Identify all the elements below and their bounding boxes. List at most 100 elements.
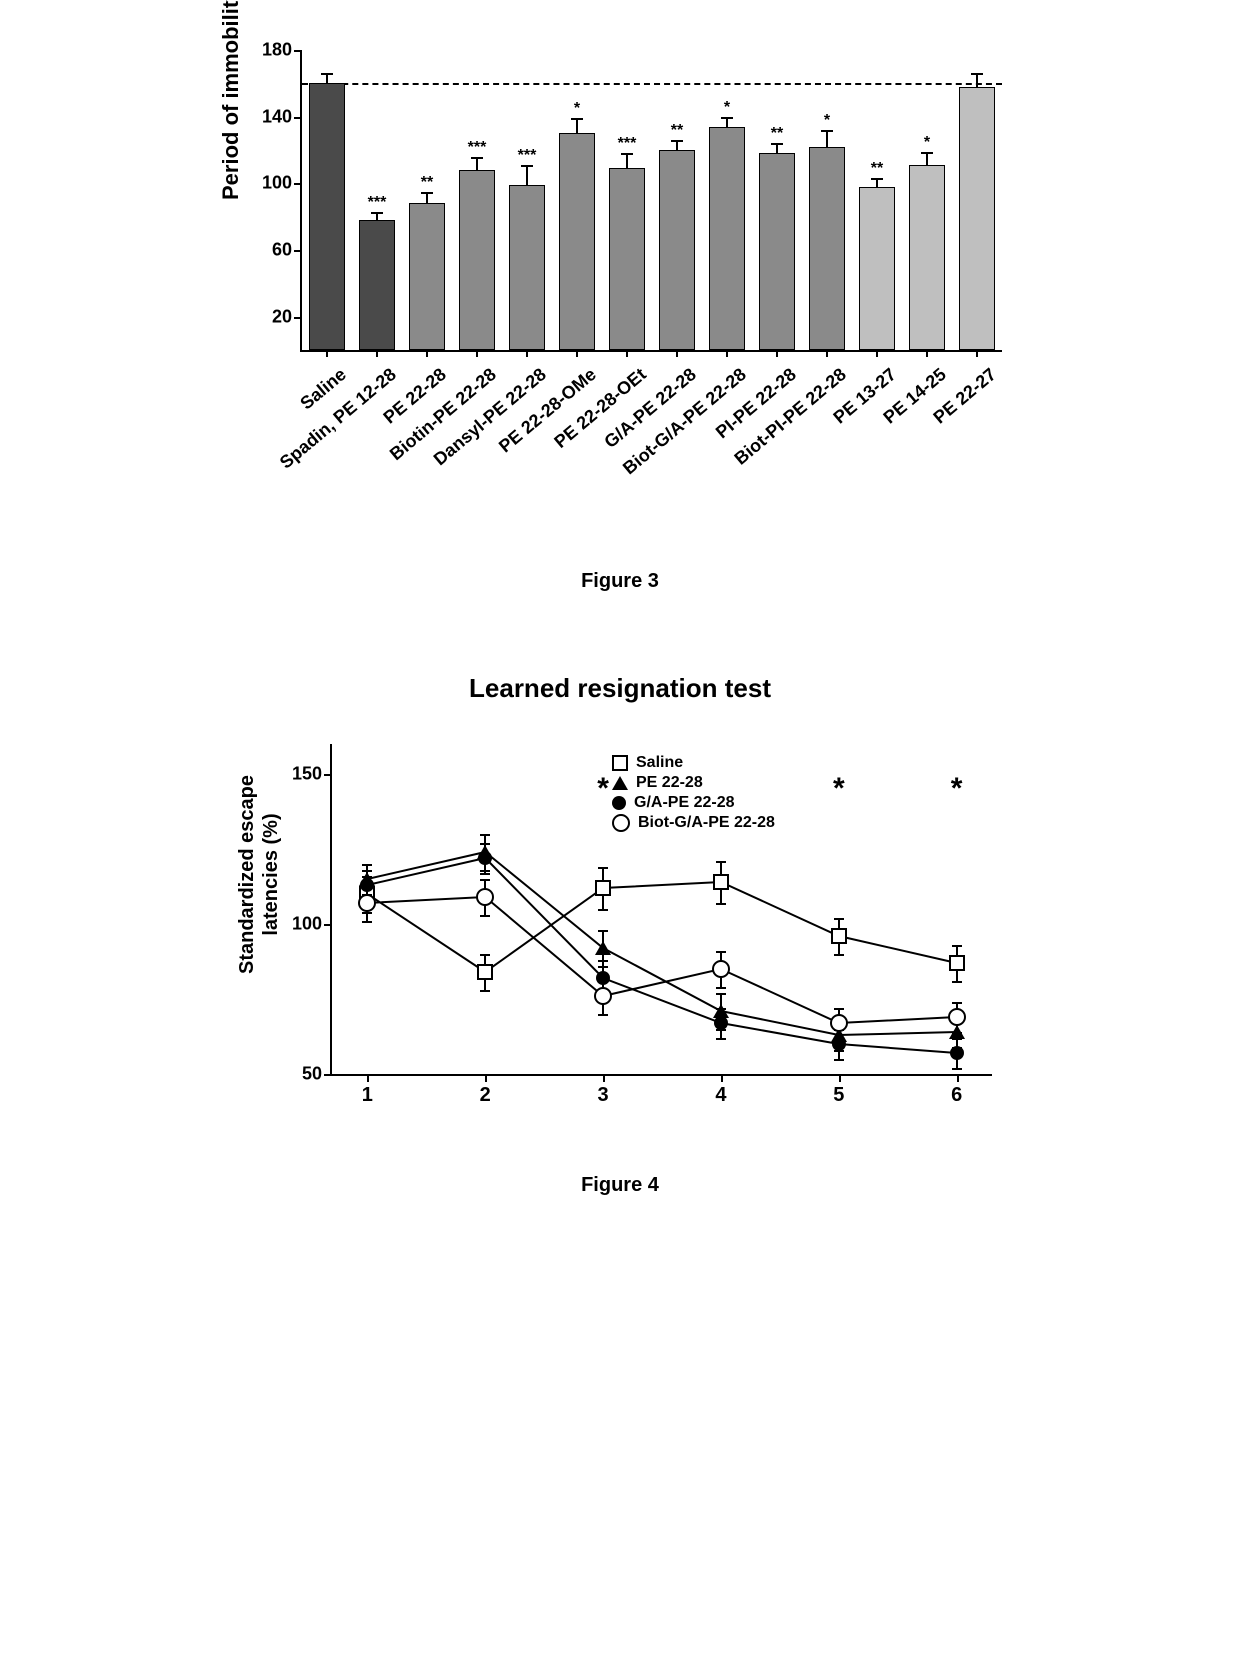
bar <box>559 133 595 350</box>
error-cap <box>421 192 433 194</box>
x-tick <box>376 350 378 357</box>
x-tick <box>721 1074 723 1082</box>
data-marker <box>713 874 729 890</box>
x-tick <box>926 350 928 357</box>
error-cap <box>480 843 490 845</box>
bar <box>409 203 445 350</box>
y-tick <box>324 774 332 776</box>
x-tick-label: 4 <box>715 1084 726 1107</box>
error-cap <box>362 864 372 866</box>
significance-label: *** <box>518 147 537 165</box>
data-marker <box>477 964 493 980</box>
error-cap <box>871 178 883 180</box>
data-marker <box>948 1008 966 1026</box>
data-marker <box>358 894 376 912</box>
significance-label: *** <box>468 139 487 157</box>
y-tick-label: 60 <box>272 240 292 261</box>
data-marker <box>831 928 847 944</box>
legend-marker <box>612 776 628 790</box>
error-cap <box>621 153 633 155</box>
bar <box>809 147 845 350</box>
error-cap <box>480 990 490 992</box>
y-tick <box>294 250 302 252</box>
y-axis-label: Period of immobility (s) <box>218 0 244 200</box>
error-stem <box>826 130 828 147</box>
error-cap <box>521 165 533 167</box>
error-stem <box>626 153 628 168</box>
x-tick <box>676 350 678 357</box>
error-cap <box>834 1038 844 1040</box>
significance-label: ** <box>671 122 683 140</box>
bar <box>959 87 995 350</box>
error-cap <box>716 951 726 953</box>
error-cap <box>371 212 383 214</box>
error-cap <box>480 879 490 881</box>
error-cap <box>952 981 962 983</box>
x-tick-label: 3 <box>598 1084 609 1107</box>
error-cap <box>598 960 608 962</box>
error-cap <box>471 157 483 159</box>
error-cap <box>716 1038 726 1040</box>
legend: SalinePE 22-28G/A-PE 22-28Biot-G/A-PE 22… <box>612 754 775 834</box>
x-tick <box>957 1074 959 1082</box>
error-cap <box>598 930 608 932</box>
error-cap <box>952 945 962 947</box>
bar <box>509 185 545 350</box>
bar <box>659 150 695 350</box>
y-tick-label: 180 <box>262 40 292 61</box>
error-cap <box>716 1008 726 1010</box>
bar-plot-area: 2060100140180Saline***Spadin, PE 12-28**… <box>300 50 1002 352</box>
series-line <box>367 882 956 972</box>
bar <box>609 168 645 350</box>
error-cap <box>716 903 726 905</box>
significance-label: * <box>824 112 830 130</box>
x-tick <box>326 350 328 357</box>
series-line <box>367 897 956 1023</box>
legend-marker <box>612 814 630 832</box>
bar <box>909 165 945 350</box>
line-chart: Standardized escape latencies (%) Saline… <box>210 714 1030 1154</box>
line-plot-area: SalinePE 22-28G/A-PE 22-28Biot-G/A-PE 22… <box>330 744 992 1076</box>
error-cap <box>480 834 490 836</box>
y-tick <box>324 924 332 926</box>
error-cap <box>598 867 608 869</box>
data-marker <box>478 851 492 865</box>
bar <box>309 83 345 350</box>
x-tick <box>876 350 878 357</box>
x-tick <box>426 350 428 357</box>
series-line <box>367 858 956 1053</box>
bar-chart: Period of immobility (s) 2060100140180Sa… <box>210 40 1030 550</box>
significance-label: *** <box>368 194 387 212</box>
bar <box>709 127 745 350</box>
legend-row: Biot-G/A-PE 22-28 <box>612 814 775 832</box>
y-tick <box>294 50 302 52</box>
y-tick-label: 20 <box>272 306 292 327</box>
error-cap <box>598 978 608 980</box>
x-tick <box>839 1074 841 1082</box>
y-tick-label: 150 <box>292 764 322 785</box>
legend-label: G/A-PE 22-28 <box>634 794 734 812</box>
legend-marker <box>612 796 626 810</box>
x-tick <box>603 1074 605 1082</box>
figure-4-caption: Figure 4 <box>60 1174 1180 1197</box>
x-tick <box>726 350 728 357</box>
data-marker <box>712 960 730 978</box>
x-tick-label: 5 <box>833 1084 844 1107</box>
significance-star: * <box>833 772 845 806</box>
error-cap <box>952 1032 962 1034</box>
error-cap <box>971 73 983 75</box>
y-tick <box>324 1074 332 1076</box>
error-cap <box>952 1038 962 1040</box>
x-tick-label: 2 <box>480 1084 491 1107</box>
x-tick <box>976 350 978 357</box>
legend-marker <box>612 755 628 771</box>
y-axis-label-line1: Standardized escape <box>236 775 258 974</box>
data-marker <box>949 955 965 971</box>
error-cap <box>921 152 933 154</box>
y-tick <box>294 317 302 319</box>
bar <box>359 220 395 350</box>
significance-label: * <box>924 134 930 152</box>
figure-3-caption: Figure 3 <box>60 570 1180 593</box>
x-tick <box>626 350 628 357</box>
error-cap <box>321 73 333 75</box>
